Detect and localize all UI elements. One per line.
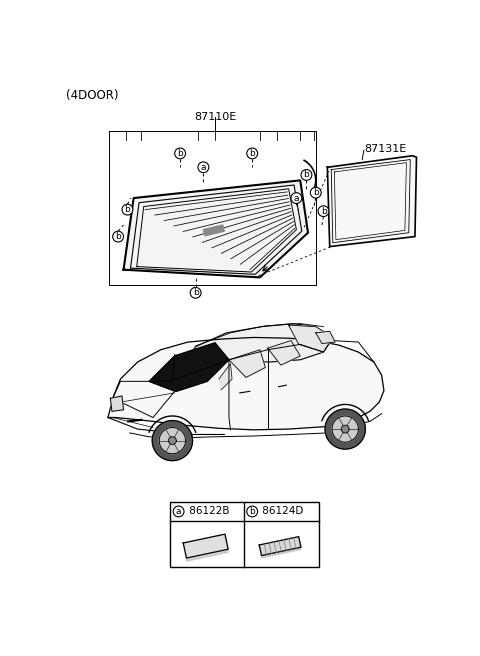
Polygon shape <box>149 343 229 392</box>
Text: b: b <box>249 149 255 158</box>
Polygon shape <box>204 225 224 236</box>
Circle shape <box>113 231 123 242</box>
Polygon shape <box>341 425 349 433</box>
Circle shape <box>311 188 321 198</box>
Text: (4DOOR): (4DOOR) <box>66 89 119 102</box>
Text: b: b <box>115 232 121 241</box>
Text: b: b <box>321 207 326 216</box>
Polygon shape <box>332 416 359 442</box>
Polygon shape <box>183 534 228 561</box>
Text: b: b <box>124 205 130 214</box>
Circle shape <box>122 204 133 215</box>
Polygon shape <box>288 325 333 352</box>
Text: 87110E: 87110E <box>194 112 236 122</box>
Circle shape <box>247 148 258 159</box>
Text: b: b <box>303 171 309 180</box>
Circle shape <box>198 162 209 173</box>
Polygon shape <box>259 537 301 556</box>
Circle shape <box>301 170 312 180</box>
Circle shape <box>247 506 258 517</box>
Text: b: b <box>249 507 255 516</box>
Polygon shape <box>123 180 308 277</box>
Polygon shape <box>168 437 176 445</box>
Polygon shape <box>108 337 384 430</box>
Polygon shape <box>183 534 228 558</box>
Polygon shape <box>327 155 417 247</box>
Text: 86122B: 86122B <box>186 506 229 516</box>
Text: b: b <box>313 188 319 197</box>
Polygon shape <box>219 363 232 390</box>
Text: b: b <box>177 149 183 158</box>
Polygon shape <box>268 340 300 365</box>
Circle shape <box>190 287 201 298</box>
Polygon shape <box>229 350 265 377</box>
Polygon shape <box>259 537 301 558</box>
Text: a: a <box>294 194 299 203</box>
Text: a: a <box>176 507 181 516</box>
Circle shape <box>291 193 302 203</box>
Polygon shape <box>159 428 186 454</box>
Polygon shape <box>110 396 123 411</box>
Text: 86124D: 86124D <box>259 506 303 516</box>
Text: a: a <box>201 163 206 172</box>
Circle shape <box>173 506 184 517</box>
Circle shape <box>318 206 329 216</box>
Text: b: b <box>193 288 199 297</box>
Polygon shape <box>152 420 192 461</box>
Circle shape <box>175 148 186 159</box>
Polygon shape <box>172 323 331 379</box>
Polygon shape <box>316 331 335 344</box>
Polygon shape <box>325 409 365 449</box>
Text: 87131E: 87131E <box>364 144 406 154</box>
